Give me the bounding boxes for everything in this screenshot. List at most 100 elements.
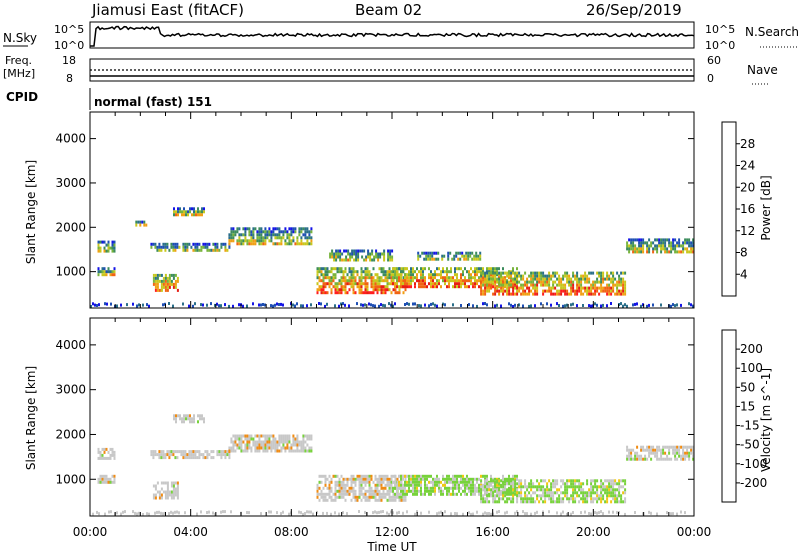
echo-cell [306, 510, 308, 514]
echo-cell [422, 282, 424, 286]
echo-cell [390, 495, 393, 499]
echo-cell [417, 257, 420, 261]
echo-cell [546, 491, 549, 495]
echo-cell [250, 449, 253, 453]
echo-cell [434, 483, 436, 487]
echo-cell [460, 282, 462, 286]
echo-cell [432, 285, 434, 289]
echo-cell [331, 252, 334, 256]
echo-cell [204, 450, 207, 454]
echo-cell [554, 274, 557, 278]
echo-cell [194, 302, 196, 306]
echo-cell [548, 274, 551, 278]
echo-cell [288, 227, 291, 231]
echo-cell [316, 276, 319, 280]
echo-cell [428, 304, 430, 308]
echo-cell [638, 241, 641, 245]
echo-cell [574, 488, 577, 492]
echo-cell [586, 292, 589, 296]
echo-cell [436, 273, 438, 277]
echo-cell [375, 255, 378, 259]
echo-cell [238, 227, 241, 231]
echo-cell [408, 480, 410, 484]
echo-cell [652, 247, 655, 251]
echo-cell [220, 450, 223, 454]
echo-cell [162, 279, 165, 283]
echo-cell [98, 303, 100, 307]
echo-cell [343, 249, 346, 253]
echo-cell [294, 304, 296, 308]
echo-cell [266, 449, 269, 453]
echo-cell [473, 254, 476, 258]
echo-cell [320, 270, 323, 274]
echo-cell [520, 292, 523, 296]
echo-cell [388, 477, 391, 481]
echo-cell [486, 474, 488, 478]
echo-cell [546, 485, 549, 489]
echo-cell [400, 282, 402, 286]
echo-cell [296, 437, 299, 441]
echo-cell [425, 251, 428, 255]
echo-cell [574, 277, 577, 281]
echo-cell [370, 279, 373, 283]
echo-cell [210, 450, 213, 454]
echo-cell [502, 277, 505, 281]
echo-cell [574, 482, 577, 486]
echo-cell [484, 492, 486, 496]
echo-cell [570, 292, 573, 296]
echo-cell [510, 488, 513, 492]
echo-cell [600, 494, 603, 498]
echo-cell [162, 453, 165, 457]
echo-cell [428, 267, 430, 271]
echo-cell [582, 286, 585, 290]
echo-cell [168, 273, 171, 277]
echo-cell [429, 254, 432, 258]
echo-cell [672, 448, 675, 452]
echo-cell [512, 491, 515, 495]
echo-cell [322, 486, 325, 490]
echo-cell [556, 491, 559, 495]
echo-cell [338, 288, 341, 292]
echo-cell [384, 288, 387, 292]
echo-cell [574, 491, 577, 495]
echo-cell [552, 292, 555, 296]
echo-cell [648, 247, 651, 251]
freq-label-2: [MHz] [3, 67, 35, 80]
echo-cell [450, 486, 452, 490]
echo-cell [496, 500, 499, 504]
echo-cell [360, 276, 363, 280]
echo-cell [480, 488, 483, 492]
echo-cell [598, 280, 601, 284]
echo-cell [380, 270, 383, 274]
echo-cell [441, 257, 444, 261]
echo-cell [298, 510, 300, 514]
echo-cell [202, 242, 205, 246]
echo-cell [590, 482, 593, 486]
echo-cell [588, 280, 591, 284]
echo-cell [446, 273, 448, 277]
echo-cell [504, 283, 507, 287]
echo-cell [276, 443, 279, 447]
echo-cell [540, 494, 543, 498]
echo-cell [480, 280, 483, 284]
echo-cell [492, 485, 495, 489]
echo-cell [608, 286, 611, 290]
echo-cell [373, 258, 376, 262]
echo-cell [339, 255, 342, 259]
echo-cell [410, 276, 412, 280]
echo-cell [252, 236, 255, 240]
echo-cell [656, 448, 659, 452]
echo-cell [496, 289, 499, 293]
echo-cell [382, 279, 385, 283]
echo-cell [608, 479, 611, 483]
echo-cell [362, 474, 365, 478]
echo-cell [602, 277, 605, 281]
echo-cell [280, 440, 283, 444]
echo-cell [544, 283, 547, 287]
echo-cell [444, 276, 446, 280]
echo-cell [340, 492, 343, 496]
echo-cell [391, 249, 394, 253]
echo-cell [382, 495, 385, 499]
echo-cell [197, 420, 199, 424]
echo-cell [492, 285, 494, 289]
